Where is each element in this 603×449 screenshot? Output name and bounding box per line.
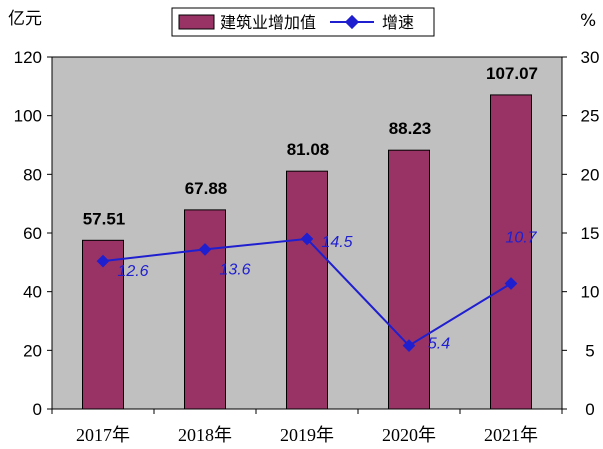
right-axis-tick-label-0: 0 (585, 400, 594, 419)
x-axis-tick-label-3: 2020年 (382, 425, 436, 445)
x-axis-tick-label-1: 2018年 (178, 425, 232, 445)
right-axis-unit: % (580, 11, 596, 31)
legend-line-marker (344, 14, 360, 30)
bar-4 (490, 94, 532, 410)
line-group (96, 232, 518, 353)
line-value-label-1: 13.6 (219, 261, 250, 278)
left-axis-tick-label-5: 100 (14, 107, 42, 126)
x-axis-tick-label-4: 2021年 (484, 425, 538, 445)
left-axis-tick-label-3: 60 (23, 224, 42, 243)
left-axis-tick-label-2: 40 (23, 283, 42, 302)
bar-2 (286, 170, 328, 410)
right-axis-tick-label-1: 5 (585, 341, 594, 360)
line-point-1 (198, 243, 212, 256)
left-axis-tick-label-6: 120 (14, 48, 42, 67)
right-axis-tick-label-6: 30 (581, 48, 600, 67)
line-value-label-4: 10.7 (505, 229, 537, 246)
right-axis-tick-label-3: 15 (581, 224, 600, 243)
left-axis-tick-label-4: 80 (23, 165, 42, 184)
left-axis-tick-label-0: 0 (33, 400, 42, 419)
legend-box (171, 7, 435, 37)
line-point-0 (96, 254, 110, 268)
axes-group: 0 20 40 60 80 100 120 0 5 10 15 20 25 30 2017年 2018年 201… (14, 48, 600, 445)
bar-value-label-2: 81.08 (287, 140, 330, 159)
x-axis-tick-label-2: 2019年 (280, 425, 334, 445)
bars-group (82, 94, 532, 410)
line-point-3 (402, 339, 416, 353)
bar-1 (184, 209, 226, 410)
bar-value-label-1: 67.88 (185, 179, 228, 198)
bar-0 (82, 239, 124, 410)
line-value-label-3: 5.4 (428, 336, 450, 353)
legend-line-label: 增速 (382, 13, 414, 32)
legend-bar-label: 建筑业增加值 (220, 13, 316, 32)
bar-value-label-3: 88.23 (389, 119, 432, 138)
labels-group: 57.51 67.88 81.08 88.23 107.07 12.6 13.6 14.5 5.… (83, 64, 538, 353)
right-axis-tick-label-4: 20 (581, 165, 600, 184)
bar-value-label-4: 107.07 (486, 64, 538, 83)
right-axis-tick-label-2: 10 (581, 283, 600, 302)
legend-bar-swatch (178, 14, 215, 30)
bar-3 (388, 149, 430, 410)
line-value-label-2: 14.5 (321, 234, 352, 251)
line-value-label-0: 12.6 (117, 263, 148, 280)
x-axis-tick-label-0: 2017年 (76, 425, 130, 445)
left-axis-unit: 亿元 (8, 9, 42, 29)
legend: 建筑业增加值 增速 (171, 7, 435, 37)
bar-value-label-0: 57.51 (83, 209, 126, 228)
line-point-2 (300, 232, 314, 246)
right-axis-tick-label-5: 25 (581, 107, 600, 126)
left-axis-tick-label-1: 20 (23, 341, 42, 360)
